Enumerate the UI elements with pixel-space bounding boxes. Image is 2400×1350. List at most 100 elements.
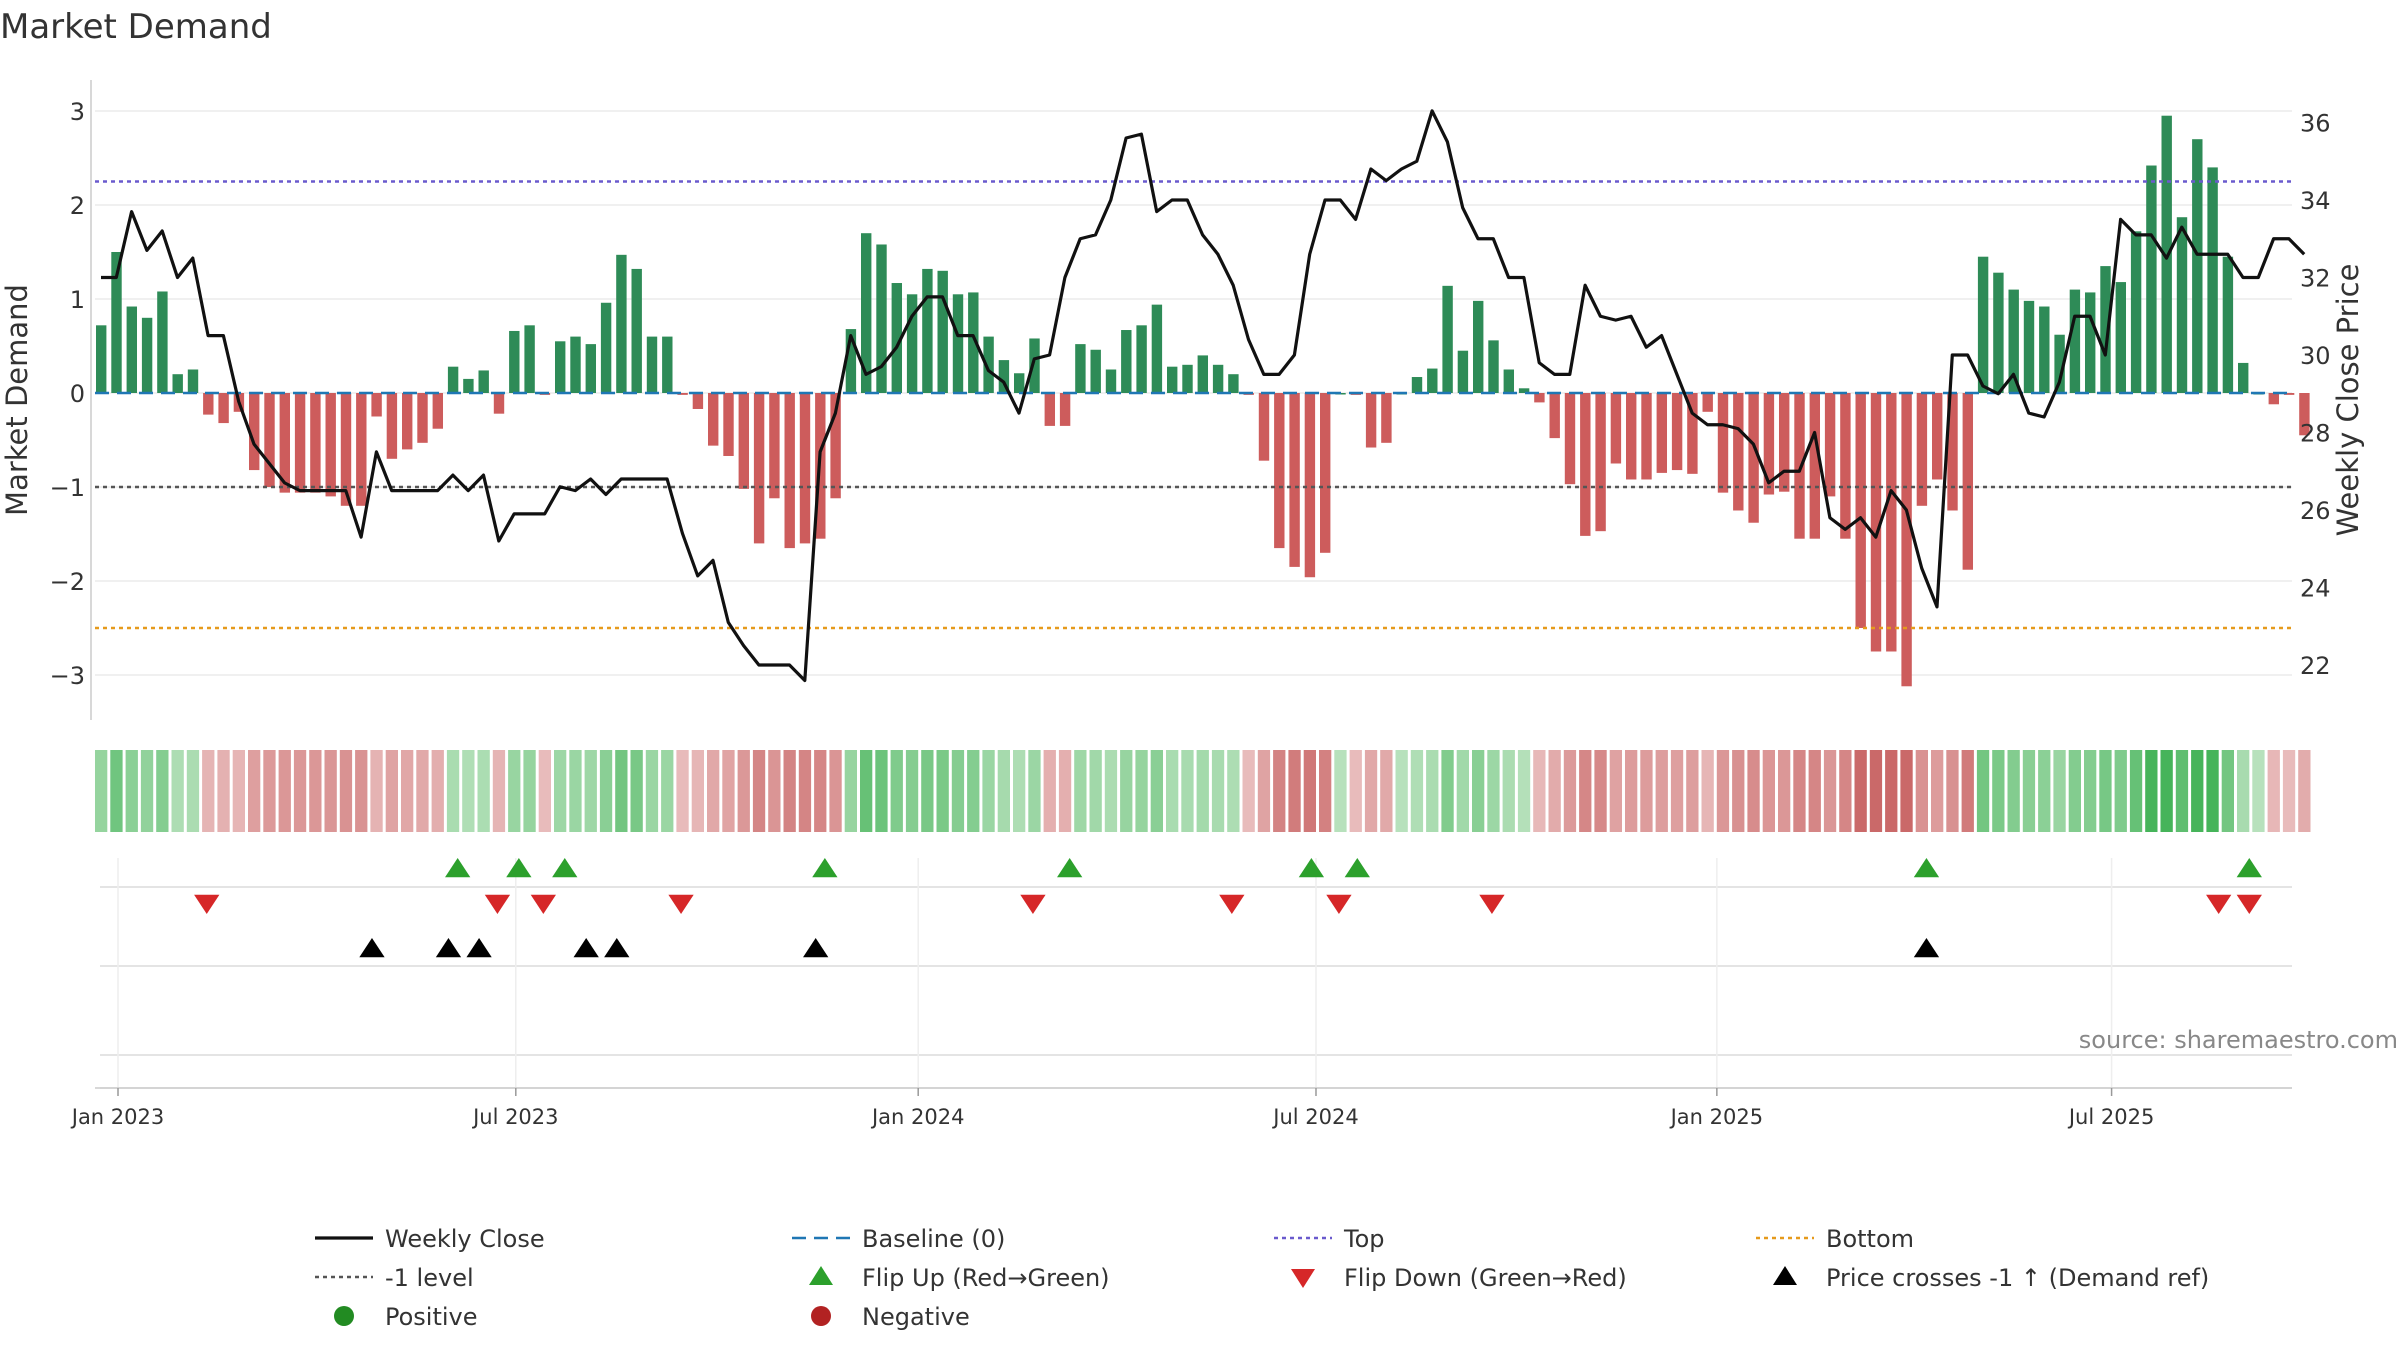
demand-bar <box>692 393 704 409</box>
legend-label: Baseline (0) <box>862 1225 1005 1253</box>
demand-bar <box>2146 165 2157 393</box>
demand-bar <box>830 393 841 499</box>
heat-cell <box>156 750 169 832</box>
heat-cell <box>554 750 567 832</box>
demand-bar <box>1916 393 1928 506</box>
heat-cell <box>1456 750 1469 832</box>
demand-bar <box>264 393 275 487</box>
heat-cell <box>1013 750 1026 832</box>
demand-bar <box>493 393 505 414</box>
x-tick-label: Jan 2023 <box>70 1105 165 1129</box>
demand-bar <box>1365 393 1377 448</box>
heat-cell <box>722 750 735 832</box>
y2-tick-label: 26 <box>2300 497 2331 525</box>
demand-bar <box>1457 350 1469 393</box>
legend-item: Negative <box>811 1303 970 1331</box>
demand-bar <box>646 336 658 393</box>
y-tick-label: −1 <box>50 474 85 502</box>
flip-up-marker <box>1344 858 1370 878</box>
heat-cell <box>1885 750 1898 832</box>
heat-cell <box>1472 750 1485 832</box>
y-tick-label: 0 <box>70 380 85 408</box>
legend: Weekly Close Baseline (0) Top Bottom -1 leve… <box>315 1225 2209 1331</box>
heat-cell <box>1579 750 1592 832</box>
heat-cell <box>1410 750 1424 832</box>
heat-cell <box>737 750 750 832</box>
demand-bar <box>1977 256 1989 393</box>
flip-up-marker <box>2236 858 2262 878</box>
demand-bar <box>1809 393 1821 539</box>
heat-cell <box>1074 750 1087 832</box>
heat-cell <box>1303 750 1316 832</box>
y-tick-label: 1 <box>70 286 85 314</box>
demand-bars <box>96 115 2310 687</box>
heat-cell <box>508 750 521 832</box>
heat-cell <box>416 750 429 832</box>
demand-bar <box>1717 393 1729 493</box>
flip-down-marker <box>530 894 556 914</box>
y2-tick-label: 22 <box>2300 652 2331 680</box>
demand-bar <box>1212 364 1224 393</box>
demand-bar <box>2176 217 2188 393</box>
heat-cell <box>1609 750 1622 832</box>
demand-bar <box>799 393 811 544</box>
demand-bar <box>1763 393 1775 495</box>
heat-cell <box>446 750 460 832</box>
heat-cell <box>538 750 551 832</box>
demand-bar <box>555 341 566 393</box>
demand-bar <box>1075 344 1086 393</box>
y-tick-label: −2 <box>50 568 85 596</box>
flip-down-marker <box>1219 894 1245 914</box>
legend-item: Positive <box>334 1303 478 1331</box>
legend-label: Weekly Close <box>385 1225 545 1253</box>
y2-tick-label: 36 <box>2300 110 2331 138</box>
heat-cell <box>339 750 353 832</box>
heat-cell <box>584 750 597 832</box>
heat-cell <box>676 750 689 832</box>
demand-bar <box>1595 393 1606 532</box>
demand-bar <box>1121 330 1132 393</box>
heat-cell <box>125 750 138 832</box>
y-axis-ticks: 3 2 1 0 −1 −2 −3 <box>50 98 85 690</box>
demand-bar <box>2100 266 2111 393</box>
legend-label: Flip Up (Red→Green) <box>862 1264 1110 1292</box>
demand-bar <box>356 393 367 506</box>
demand-bar <box>952 294 964 393</box>
demand-bar <box>2192 139 2203 393</box>
flip-up-marker <box>1298 858 1325 878</box>
heat-cell <box>1548 750 1561 832</box>
demand-bar <box>340 393 352 506</box>
heat-cell <box>860 750 873 832</box>
demand-bar <box>1993 272 2004 393</box>
heat-cell <box>1915 750 1928 832</box>
legend-label: Bottom <box>1826 1225 1914 1253</box>
heat-cell <box>951 750 965 832</box>
demand-bar <box>861 233 872 393</box>
x-tick-label: Jan 2024 <box>870 1105 965 1129</box>
heat-cell <box>1946 750 1959 832</box>
demand-bar <box>2207 167 2218 393</box>
y-tick-label: 2 <box>70 192 85 220</box>
demand-bar <box>1870 393 1882 652</box>
heat-cell <box>263 750 276 832</box>
demand-bar <box>1518 388 1530 393</box>
flip-up-marker <box>812 858 838 878</box>
demand-bar <box>1947 393 1958 511</box>
heat-cell <box>140 750 154 832</box>
demand-bar <box>218 393 229 424</box>
heat-cell <box>905 750 919 832</box>
demand-bar <box>600 302 612 393</box>
demand-bar <box>1564 393 1576 485</box>
demand-bar <box>876 244 887 393</box>
heat-cell <box>492 750 506 832</box>
heat-cell <box>1808 750 1821 832</box>
y2-axis-label: Weekly Close Price <box>2331 264 2365 537</box>
demand-bar <box>570 336 581 393</box>
heat-cell <box>1227 750 1240 832</box>
heat-cell <box>1058 750 1072 832</box>
heat-cell <box>1961 750 1974 832</box>
heat-cell <box>1104 750 1118 832</box>
heat-cell <box>1211 750 1225 832</box>
demand-bar <box>922 268 933 393</box>
